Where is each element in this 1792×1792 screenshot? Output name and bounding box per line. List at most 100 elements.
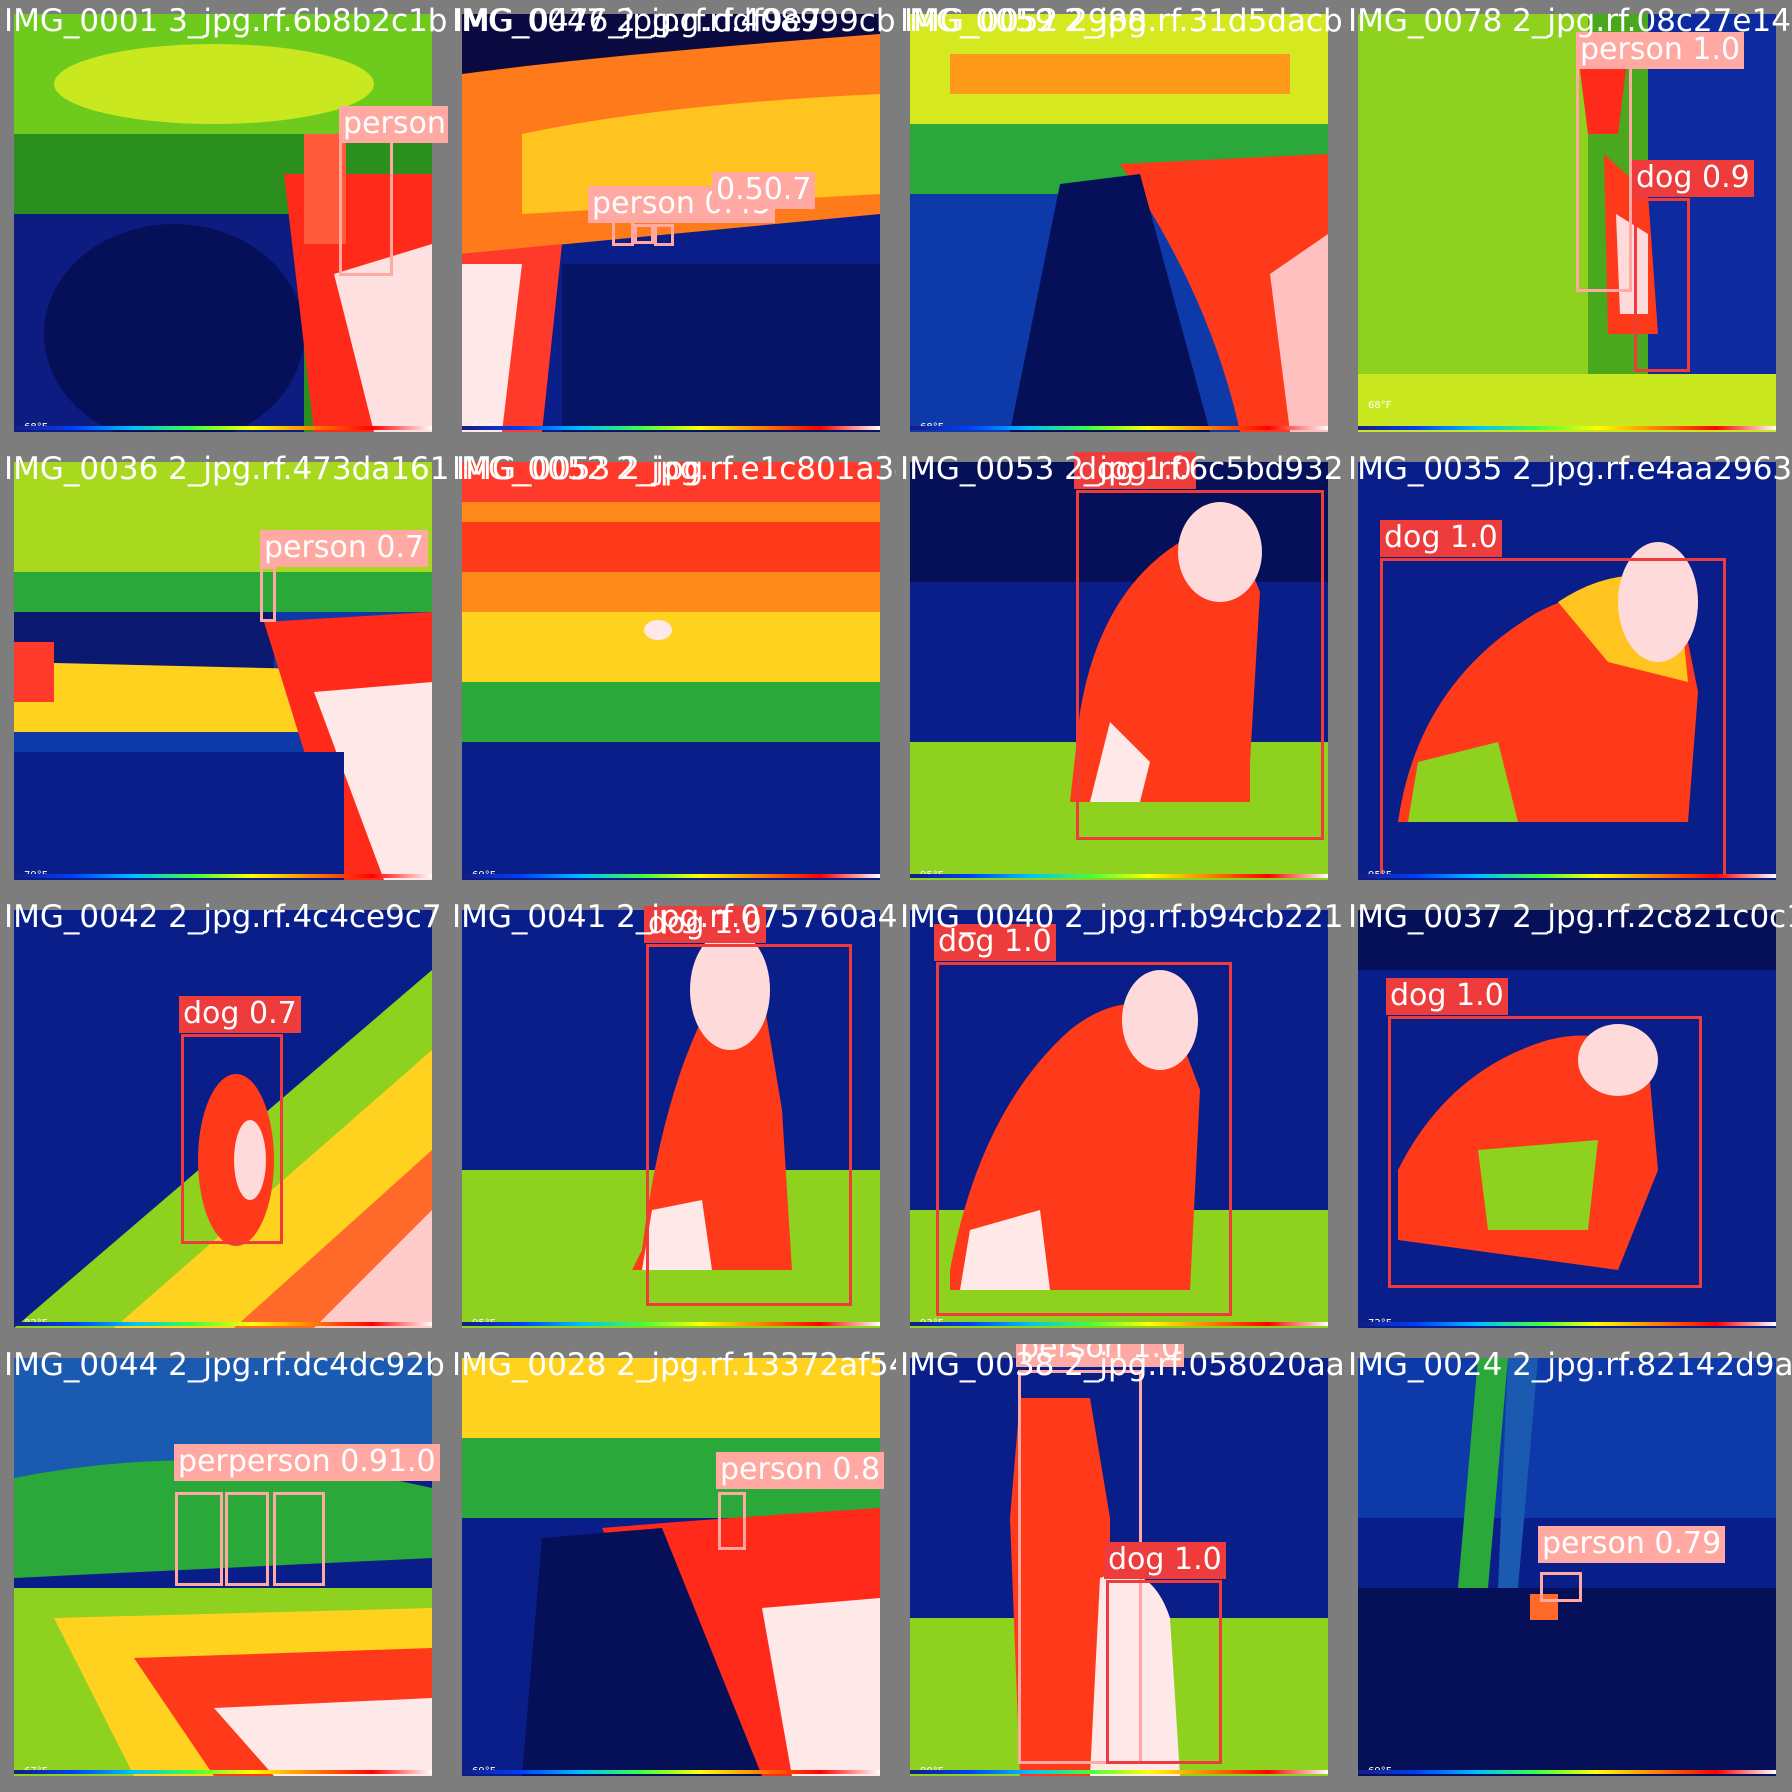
image-filename: IMG_0035 2_jpg.rf.e4aa2963e7 [1348,451,1792,487]
color-scale-bar [14,1322,432,1326]
color-scale-bar [14,874,432,878]
color-scale-bar [910,874,1328,878]
color-scale-bar [14,426,432,430]
thermal-image [1358,14,1776,432]
detection-label: person 0.8 [716,1452,885,1489]
color-scale-bar [1358,1770,1776,1774]
bounding-box [339,138,393,276]
color-scale-bar [462,1322,880,1326]
image-filename: IMG_0024 2_jpg.rf.82142d9a1b [1348,1347,1792,1383]
thermal-image [462,1358,880,1776]
detection-label: dog 1.0 [1386,978,1508,1015]
color-scale-bar [462,1770,880,1774]
thumbnail-tile: IMG_0035 2_jpg.rf.e4aa2963e7 dog 1.0 95°… [1344,448,1792,896]
thumbnail-tile: IMG_0044 2_jpg.rf.dc4dc92b perperson 0.9… [0,1344,448,1792]
thermal-image [14,462,432,880]
thermal-image [910,910,1328,1328]
bounding-box [634,224,654,244]
image-filename: IMG_0059 2_jpg.rf.31d5dacb [900,3,1343,39]
detection-label: dog 1.0 [934,924,1056,961]
thumbnail-tile: IMG_0059 2_jpg.rf.31d5dacb IMG_0052 2988… [896,0,1344,448]
detection-label: person 1.0 [1576,32,1745,69]
thermal-image [462,462,880,880]
bounding-box [612,220,634,246]
thumbnail-tile: IMG_0038 2_jpg.rf.058020aa5 person 1.0 d… [896,1344,1344,1792]
detection-label: dog 0.7 [179,996,301,1033]
bounding-box [181,1034,283,1244]
bounding-box [654,224,674,246]
color-scale-bar [1358,426,1776,430]
bounding-box [175,1492,223,1586]
bounding-box [1076,490,1324,840]
image-filename: IMG_0040 2_jpg.rf.b94cb2216 [900,899,1344,935]
bounding-box [1380,558,1726,878]
thumbnail-tile: IMG_0040 2_jpg.rf.b94cb2216 dog 1.0 93°F [896,896,1344,1344]
bounding-box [260,566,276,622]
detection-label: dog 0.9 [1632,160,1754,197]
image-filename: IMG_0044 2_jpg.rf.dc4dc92b [4,1347,445,1383]
color-scale-bar [1358,1322,1776,1326]
image-filename: IMG_0037 2_jpg.rf.2c821c0c1 [1348,899,1792,935]
image-filename-overlay: IMG_0476_jpg.rf.ddf9e7 [454,3,822,39]
color-scale-bar [462,426,880,430]
thumbnail-tile: IMG_0047 2_jpg.rf.408999cb IMG_0476_jpg.… [448,0,896,448]
detection-label: person 0.79 [1538,1526,1726,1563]
thermal-image [14,14,432,432]
detection-label: dog 1.0 [1074,452,1196,489]
color-scale-bar [1358,874,1776,878]
bounding-box [273,1492,325,1586]
thumbnail-tile: IMG_0024 2_jpg.rf.82142d9a1b person 0.79… [1344,1344,1792,1792]
image-filename: IMG_0036 2_jpg.rf.473da161 [4,451,448,487]
bounding-box [225,1492,269,1586]
image-filename: IMG_0052 2_jpg.rf.e1c801a34 [452,451,896,487]
thumbnail-tile: IMG_0052 2_jpg.rf.e1c801a34 IMG_0053 2_j… [448,448,896,896]
image-filename: IMG_0078 2_jpg.rf.08c27e14c [1348,3,1792,39]
image-filename: IMG_0042 2_jpg.rf.4c4ce9c7 [4,899,442,935]
detection-label: 0.50.7 [712,172,816,209]
image-filename: IMG_0053 2_jpg.rf.6c5bd932a [900,451,1344,487]
color-scale-bar [910,1770,1328,1774]
color-scale-bar [462,874,880,878]
thumbnail-tile: IMG_0036 2_jpg.rf.473da161 person 0.7 79… [0,448,448,896]
detection-label: person 1.0 [1016,1344,1185,1367]
thermal-image [910,1358,1328,1776]
bounding-box [718,1492,746,1550]
bounding-box [1106,1580,1222,1764]
thumbnail-tile: IMG_0001 3_jpg.rf.6b8b2c1b person 0.4 68… [0,0,448,448]
detection-label: dog 1.0 [644,906,766,943]
image-filename-overlay: IMG_0053 2_jpg [456,451,704,487]
thermal-image [14,1358,432,1776]
thermal-image [14,910,432,1328]
thermal-image [462,14,880,432]
thumbnail-tile: IMG_0042 2_jpg.rf.4c4ce9c7 dog 0.7 82°F [0,896,448,1344]
color-scale-bar [910,1322,1328,1326]
bounding-box [1388,1016,1702,1288]
bounding-box [936,962,1232,1316]
detection-label: dog 1.0 [1104,1542,1226,1579]
thermal-image [910,462,1328,880]
detection-label: dog 1.0 [1380,520,1502,557]
thermal-image [1358,1358,1776,1776]
thumbnail-tile: IMG_0028 2_jpg.rf.13372af5485 person 0.8… [448,1344,896,1792]
detection-label: person 0.4 [339,106,448,143]
image-filename: IMG_0028 2_jpg.rf.13372af5485 [452,1347,896,1383]
thumbnail-tile: IMG_0037 2_jpg.rf.2c821c0c1 dog 1.0 72°F [1344,896,1792,1344]
color-scale-bar [14,1770,432,1774]
thermal-image [910,14,1328,432]
image-filename: IMG_0047 2_jpg.rf.408999cb [452,3,896,39]
thermal-image [462,910,880,1328]
image-filename-overlay: IMG_0052 2988 [904,3,1148,39]
temperature-reading: 68°F [1368,400,1392,411]
image-filename: IMG_0038 2_jpg.rf.058020aa5 [900,1347,1344,1383]
bounding-box [1634,198,1690,372]
image-filename: IMG_0041 2_jpg.rf.075760a42 [452,899,896,935]
thumbnail-tile: IMG_0041 2_jpg.rf.075760a42 dog 1.0 95°F [448,896,896,1344]
thumbnail-tile: IMG_0078 2_jpg.rf.08c27e14c person 1.0 d… [1344,0,1792,448]
detection-label: perperson 0.91.0 [174,1444,440,1481]
bounding-box [1576,66,1632,292]
bounding-box [1540,1572,1582,1602]
bounding-box [646,944,852,1306]
color-scale-bar [910,426,1328,430]
image-filename: IMG_0001 3_jpg.rf.6b8b2c1b [4,3,448,39]
thumbnail-tile: IMG_0053 2_jpg.rf.6c5bd932a dog 1.0 95°F [896,448,1344,896]
